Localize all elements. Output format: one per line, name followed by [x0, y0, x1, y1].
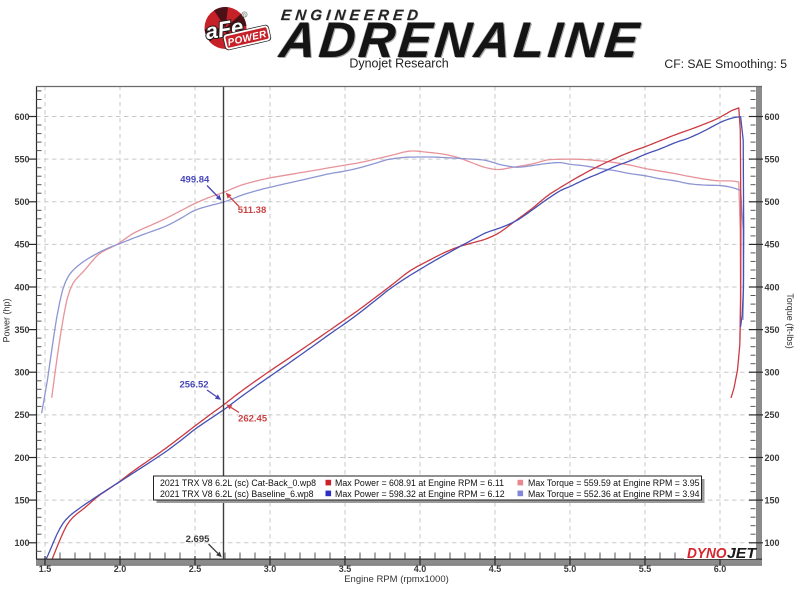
- svg-text:450: 450: [14, 240, 29, 250]
- svg-text:2.5: 2.5: [189, 564, 202, 574]
- svg-text:150: 150: [765, 495, 780, 505]
- svg-text:400: 400: [765, 282, 780, 292]
- svg-text:5.5: 5.5: [639, 564, 652, 574]
- svg-text:4.0: 4.0: [414, 564, 427, 574]
- svg-text:3.5: 3.5: [339, 564, 352, 574]
- svg-text:350: 350: [14, 325, 29, 335]
- svg-text:300: 300: [765, 368, 780, 378]
- svg-text:6.0: 6.0: [714, 564, 727, 574]
- svg-text:600: 600: [765, 112, 780, 122]
- svg-text:511.38: 511.38: [238, 205, 267, 216]
- svg-text:550: 550: [14, 154, 29, 164]
- svg-text:550: 550: [765, 154, 780, 164]
- svg-text:DYNO: DYNO: [687, 546, 727, 562]
- svg-text:Dynojet Research: Dynojet Research: [349, 57, 448, 71]
- svg-text:JET: JET: [727, 546, 757, 562]
- svg-text:500: 500: [765, 197, 780, 207]
- svg-text:Power (hp): Power (hp): [2, 298, 12, 342]
- svg-text:4.5: 4.5: [489, 564, 502, 574]
- svg-text:2.695: 2.695: [186, 534, 210, 545]
- svg-text:150: 150: [14, 495, 29, 505]
- svg-text:400: 400: [14, 282, 29, 292]
- svg-text:R: R: [243, 12, 246, 17]
- svg-text:200: 200: [14, 453, 29, 463]
- svg-text:256.52: 256.52: [179, 380, 208, 391]
- svg-text:500: 500: [14, 197, 29, 207]
- svg-text:2.0: 2.0: [114, 564, 127, 574]
- svg-text:5.0: 5.0: [564, 564, 577, 574]
- svg-text:Max Torque = 559.59 at Engine: Max Torque = 559.59 at Engine RPM = 3.95: [528, 478, 700, 488]
- svg-text:2021 TRX V8 6.2L (sc) Cat-Back: 2021 TRX V8 6.2L (sc) Cat-Back_0.wp8: [160, 478, 316, 488]
- svg-text:Max Power = 598.32 at Engine R: Max Power = 598.32 at Engine RPM = 6.12: [335, 489, 505, 499]
- svg-text:250: 250: [14, 410, 29, 420]
- svg-text:Max Power = 608.91 at Engine R: Max Power = 608.91 at Engine RPM = 6.11: [335, 478, 504, 488]
- svg-text:1.5: 1.5: [39, 564, 52, 574]
- svg-text:CF: SAE Smoothing: 5: CF: SAE Smoothing: 5: [664, 57, 787, 71]
- svg-text:3.0: 3.0: [264, 564, 277, 574]
- svg-text:250: 250: [765, 410, 780, 420]
- svg-text:Torque (ft-lbs): Torque (ft-lbs): [785, 293, 795, 349]
- svg-text:262.45: 262.45: [238, 414, 268, 425]
- svg-text:499.84: 499.84: [180, 175, 210, 186]
- svg-text:300: 300: [14, 368, 29, 378]
- svg-text:Max Torque = 552.36 at Engine: Max Torque = 552.36 at Engine RPM = 3.94: [528, 489, 700, 499]
- svg-text:450: 450: [765, 240, 780, 250]
- svg-text:100: 100: [765, 538, 780, 548]
- svg-text:Engine RPM (rpmx1000): Engine RPM (rpmx1000): [344, 574, 449, 585]
- svg-text:100: 100: [14, 538, 29, 548]
- svg-text:2021 TRX V8 6.2L (sc) Baseline: 2021 TRX V8 6.2L (sc) Baseline_6.wp8: [160, 489, 314, 499]
- svg-text:350: 350: [765, 325, 780, 335]
- svg-text:200: 200: [765, 453, 780, 463]
- svg-text:600: 600: [14, 112, 29, 122]
